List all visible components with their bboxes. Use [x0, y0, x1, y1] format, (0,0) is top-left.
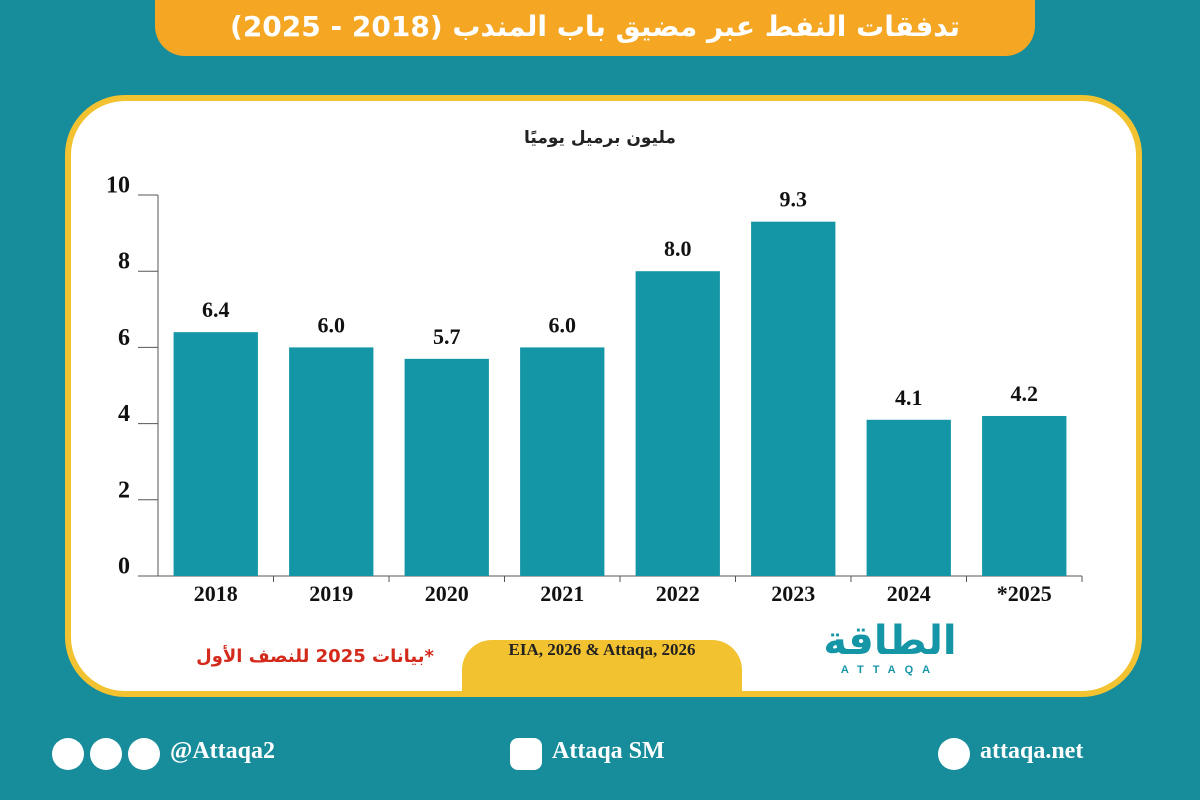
bar: [520, 347, 605, 576]
x-tick-label: 2022: [656, 581, 700, 606]
x-tick-label: 2019: [309, 581, 353, 606]
y-tick-label: 2: [118, 477, 130, 503]
bar: [404, 358, 489, 576]
unit-label: مليون برميل يوميًا: [524, 128, 676, 148]
note: *بيانات 2025 للنصف الأول: [196, 646, 434, 667]
y-tick-label: 8: [118, 249, 130, 275]
value-label: 9.3: [780, 187, 808, 212]
bar: [289, 347, 374, 576]
facebook-icon[interactable]: [128, 738, 160, 770]
y-tick-label: 4: [118, 401, 130, 427]
value-label: 8.0: [664, 236, 692, 261]
x-icon[interactable]: [52, 738, 84, 770]
value-label: 4.2: [1011, 381, 1039, 406]
logo-latin: ATTAQA: [840, 664, 940, 676]
social-handle[interactable]: @Attaqa2: [170, 738, 275, 764]
value-label: 6.0: [549, 312, 577, 337]
value-label: 6.0: [318, 312, 346, 337]
youtube-icon[interactable]: [510, 738, 542, 770]
title: تدفقات النفط عبر مضيق باب المندب (2018 -…: [155, 0, 1035, 56]
bar: [751, 221, 836, 577]
web-icon[interactable]: [938, 738, 970, 770]
x-tick-label: *2025: [997, 581, 1052, 606]
x-tick-label: 2018: [194, 581, 238, 606]
value-label: 4.1: [895, 385, 923, 410]
value-label: 5.7: [433, 324, 461, 349]
value-label: 6.4: [202, 297, 230, 322]
y-tick-label: 10: [106, 173, 130, 199]
bar: [982, 415, 1067, 576]
logo: الطاقة ATTAQA: [805, 618, 975, 676]
bar: [635, 271, 720, 576]
bar: [866, 419, 951, 576]
website[interactable]: attaqa.net: [980, 738, 1084, 764]
bar: [173, 332, 258, 576]
x-tick-label: 2021: [540, 581, 584, 606]
y-tick-label: 0: [118, 554, 130, 580]
source: EIA, 2026 & Attaqa, 2026: [462, 640, 742, 692]
x-tick-label: 2020: [425, 581, 469, 606]
youtube-handle[interactable]: Attaqa SM: [552, 738, 665, 764]
y-tick-label: 6: [118, 325, 130, 351]
x-tick-label: 2023: [771, 581, 815, 606]
instagram-icon[interactable]: [90, 738, 122, 770]
logo-name: الطاقة: [823, 618, 957, 664]
x-tick-label: 2024: [887, 581, 931, 606]
